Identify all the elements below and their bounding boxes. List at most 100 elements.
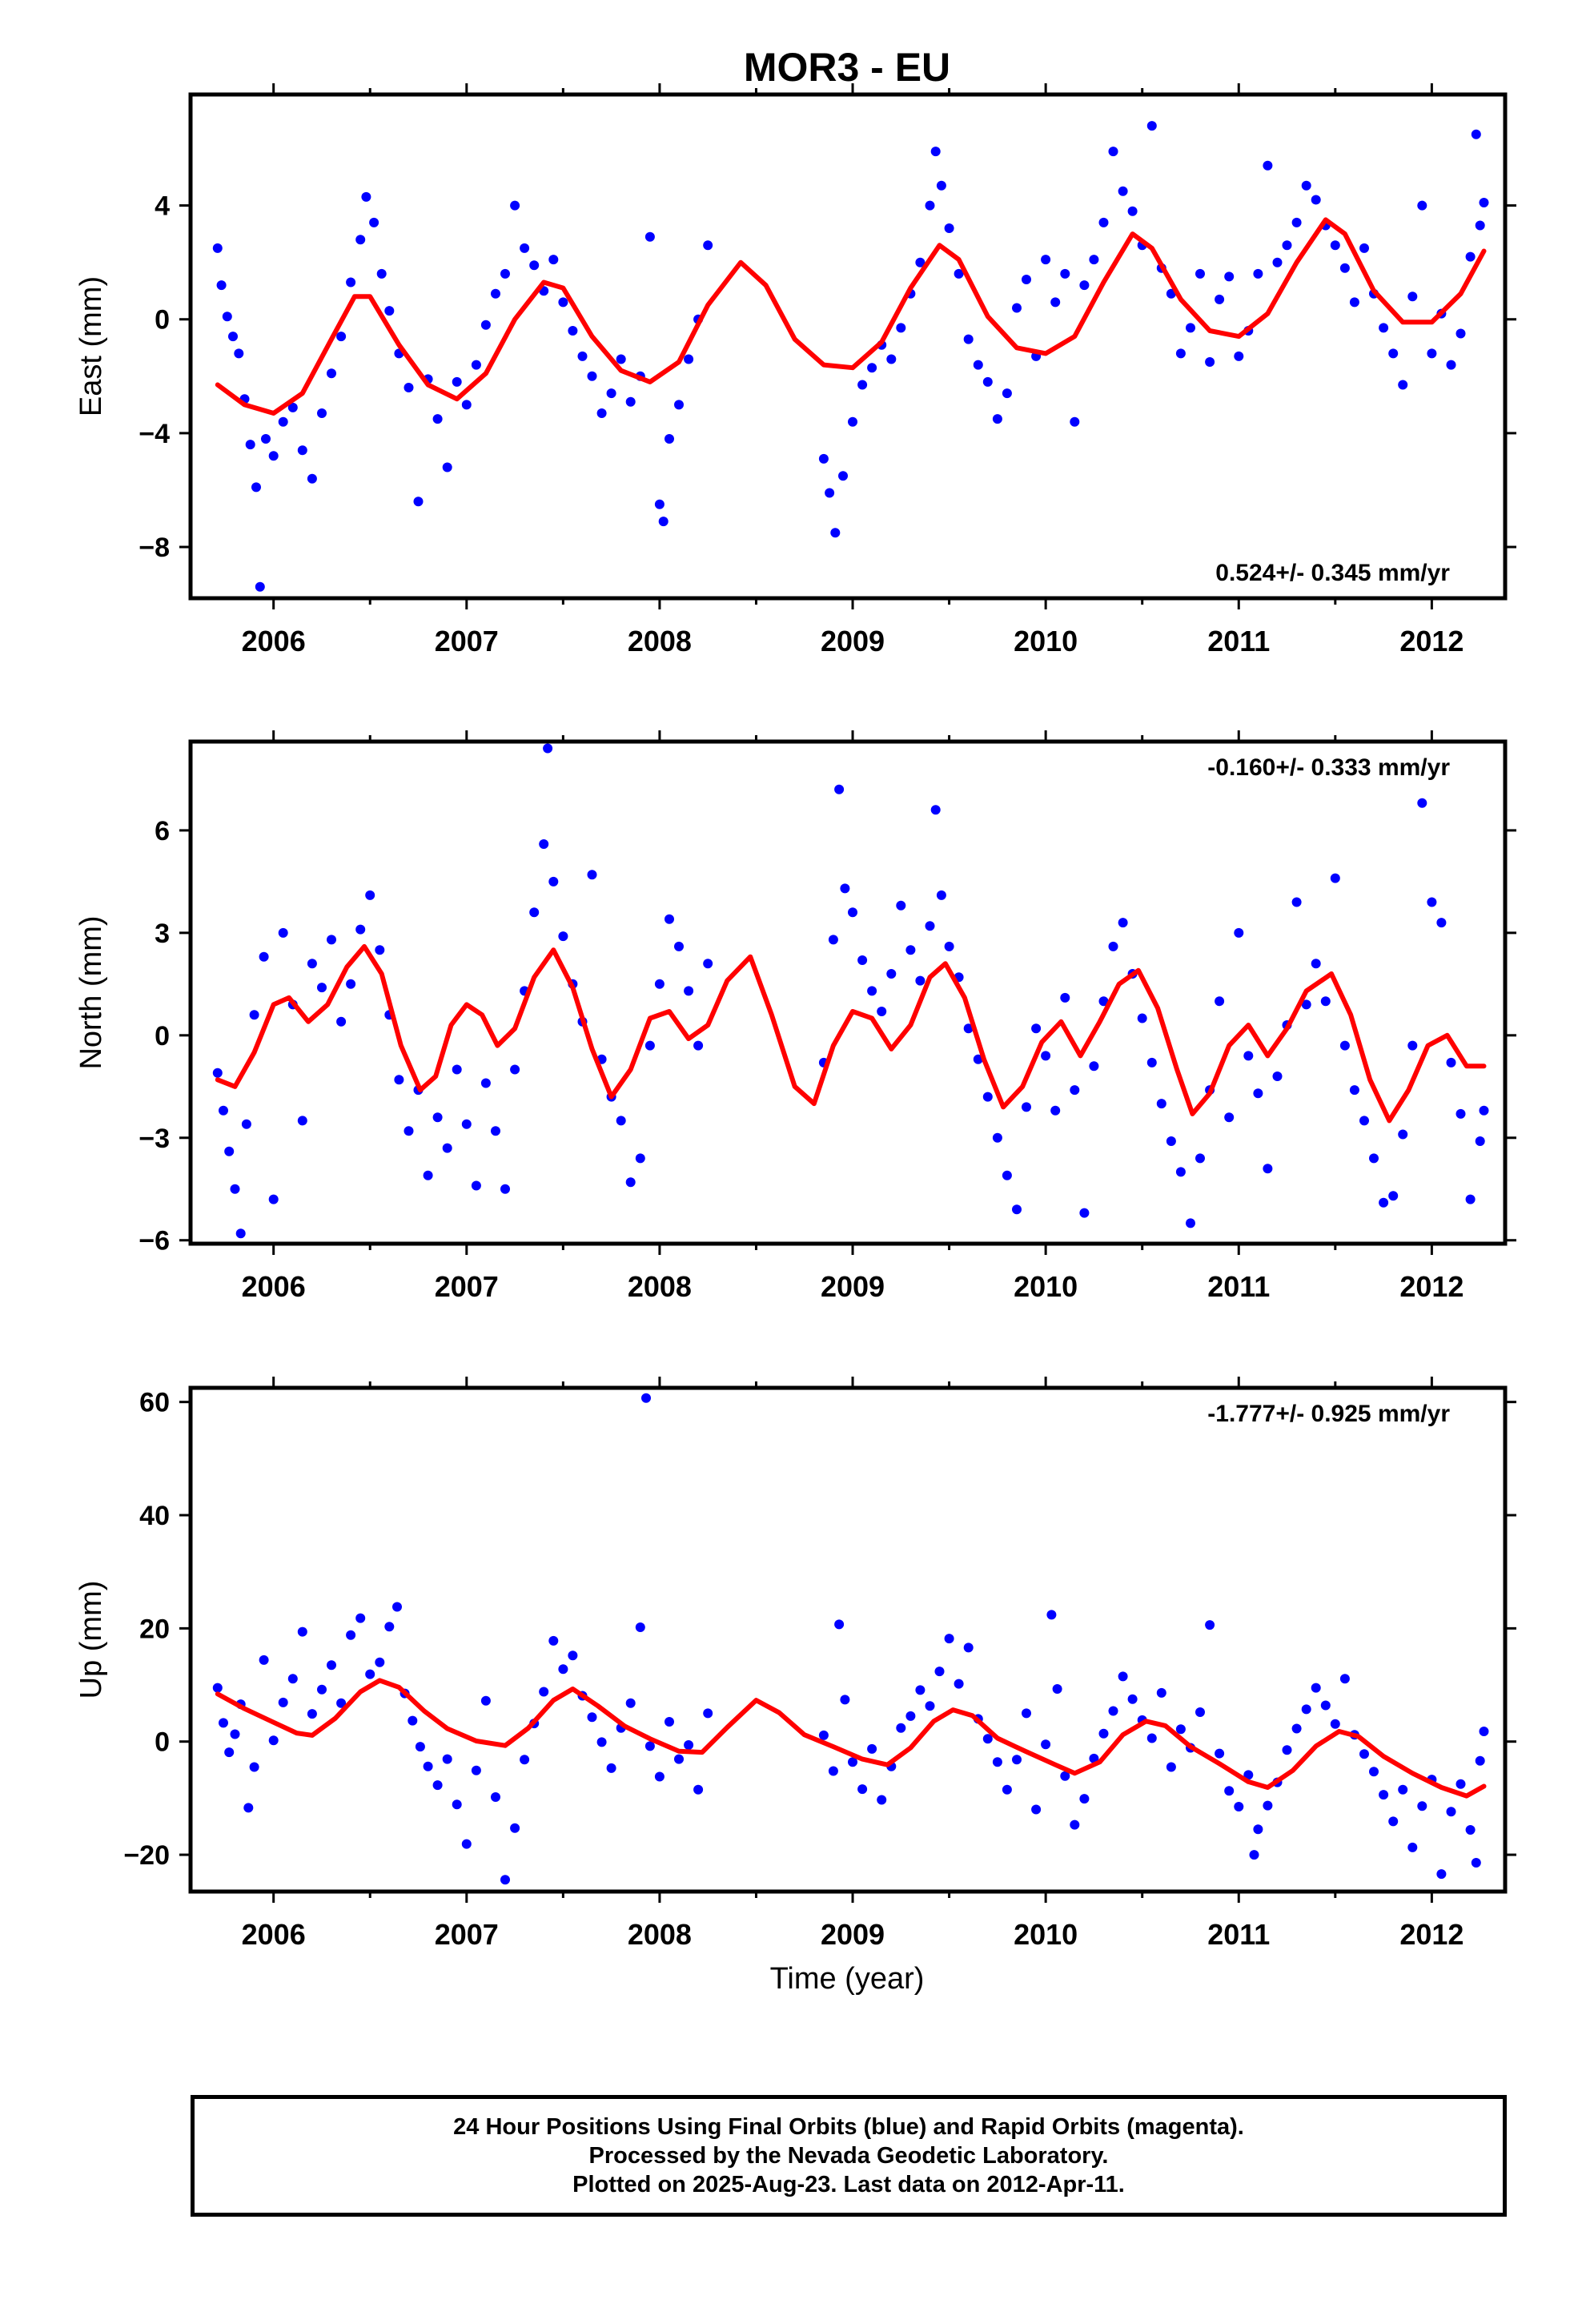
north-data-point (212, 1068, 223, 1078)
east-data-point (1205, 357, 1215, 367)
up-y-tick-label: 20 (139, 1614, 170, 1644)
up-data-point (1282, 1745, 1292, 1755)
east-data-point (896, 323, 906, 333)
east-data-point (1465, 251, 1476, 262)
east-data-point (268, 451, 279, 461)
east-data-point (355, 235, 366, 245)
up-data-point (1253, 1824, 1263, 1835)
east-data-point (1407, 292, 1418, 302)
up-data-point (635, 1622, 645, 1632)
up-data-point (1446, 1807, 1456, 1817)
north-data-point (375, 945, 385, 955)
north-x-tick-label: 2010 (1014, 1270, 1078, 1303)
north-data-point (241, 1119, 251, 1129)
north-data-point (963, 1023, 974, 1034)
north-data-point (1031, 1023, 1042, 1034)
north-data-point (1050, 1105, 1061, 1116)
up-x-tick-label: 2011 (1207, 1918, 1270, 1951)
up-data-point (1002, 1784, 1012, 1795)
east-data-point (520, 243, 530, 253)
east-data-point (317, 408, 327, 418)
east-data-point (297, 445, 307, 456)
east-data-point (510, 200, 520, 211)
up-data-point (219, 1718, 228, 1728)
up-data-point (834, 1619, 845, 1630)
north-data-point (1060, 992, 1070, 1003)
east-x-tick-label: 2008 (628, 625, 692, 657)
north-data-point (674, 941, 684, 951)
up-data-point (665, 1717, 674, 1727)
east-data-point (1098, 217, 1109, 227)
up-x-tick-label: 2010 (1014, 1918, 1078, 1951)
up-data-point (1070, 1819, 1080, 1830)
north-data-point (558, 931, 568, 942)
north-data-point (346, 979, 356, 989)
east-data-point (1471, 129, 1481, 139)
up-data-point (278, 1697, 288, 1707)
up-data-point (905, 1711, 916, 1721)
east-data-point (1379, 323, 1389, 333)
east-data-point (261, 434, 271, 444)
east-data-point (1079, 280, 1090, 291)
north-data-point (925, 921, 935, 931)
up-data-point (1369, 1767, 1379, 1777)
east-x-tick-label: 2012 (1399, 625, 1464, 657)
north-data-point (1041, 1051, 1051, 1061)
north-data-point (1465, 1194, 1476, 1204)
north-data-point (915, 975, 926, 986)
north-y-tick-label: 0 (155, 1021, 170, 1051)
up-data-point (500, 1875, 510, 1885)
up-data-point (1291, 1723, 1302, 1734)
up-data-point (307, 1709, 317, 1719)
north-data-point (1349, 1085, 1359, 1096)
up-data-point (877, 1795, 887, 1805)
up-data-point (1046, 1610, 1057, 1620)
east-data-point (1388, 348, 1399, 359)
north-data-point (336, 1016, 347, 1027)
up-data-point (548, 1635, 559, 1646)
caption-box: 24 Hour Positions Using Final Orbits (bl… (191, 2095, 1507, 2217)
up-y-tick-label: 0 (155, 1727, 170, 1758)
east-data-point (954, 268, 964, 279)
north-y-tick-label: −6 (139, 1226, 170, 1256)
east-data-point (346, 277, 356, 287)
up-data-point (1388, 1816, 1399, 1827)
up-data-point (480, 1695, 491, 1706)
north-data-point (867, 986, 877, 996)
up-data-point (857, 1784, 868, 1795)
north-data-point (404, 1126, 414, 1136)
up-data-point (693, 1784, 704, 1795)
east-data-point (432, 414, 443, 424)
up-data-point (1127, 1694, 1138, 1704)
east-data-point (287, 402, 298, 412)
up-data-point (1479, 1727, 1489, 1736)
north-y-axis-label: North (mm) (74, 915, 108, 1069)
east-data-point (936, 180, 946, 191)
north-data-point (510, 1064, 520, 1075)
up-data-point (510, 1823, 520, 1833)
north-data-point (442, 1143, 452, 1153)
up-data-point (212, 1683, 223, 1693)
north-data-point (394, 1075, 404, 1085)
east-data-point (1234, 351, 1244, 361)
north-data-point (896, 900, 906, 911)
up-data-point (1339, 1674, 1350, 1684)
up-data-point (442, 1754, 452, 1764)
up-x-tick-label: 2009 (821, 1918, 885, 1951)
east-data-point (1215, 294, 1225, 304)
east-data-point (228, 332, 238, 342)
east-data-point (857, 380, 868, 390)
north-data-point (616, 1116, 626, 1126)
north-data-point (644, 1040, 655, 1051)
east-data-point (255, 581, 265, 592)
east-data-point (1175, 348, 1186, 359)
east-data-point (848, 416, 857, 427)
up-data-point (641, 1393, 651, 1403)
east-data-point (587, 371, 597, 381)
north-data-point (848, 907, 857, 918)
east-data-point (1050, 297, 1061, 308)
north-panel: 2006 2007 2008 2009 2010 2011 2012 6 3 0 −3 −6 North… (74, 730, 1516, 1303)
up-data-point (568, 1651, 578, 1661)
east-data-point (1070, 416, 1080, 427)
north-data-point (944, 941, 954, 951)
